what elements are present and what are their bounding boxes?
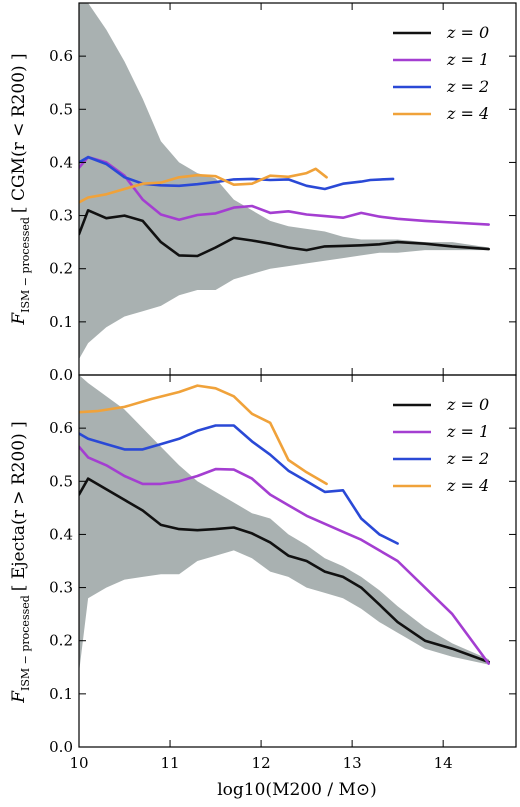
legend-label: z = 0 xyxy=(446,395,489,414)
plot-area xyxy=(79,3,491,360)
y-axis-label: FISM − processed[ Ejecta(r > R200) ] xyxy=(9,421,32,704)
y-tick-label: 0.5 xyxy=(49,100,73,118)
legend-label: z = 1 xyxy=(446,50,489,69)
scatter-band xyxy=(79,375,489,673)
series-line-z1 xyxy=(79,445,491,665)
legend-label: z = 2 xyxy=(446,77,489,96)
x-tick-label: 12 xyxy=(252,754,271,772)
y-tick-label: 0.2 xyxy=(49,260,73,278)
x-tick-label: 13 xyxy=(343,754,362,772)
axes-frame xyxy=(78,374,517,748)
plot-area xyxy=(79,375,491,673)
y-tick-label: 0.3 xyxy=(49,579,73,597)
legend-label: z = 4 xyxy=(446,476,489,495)
y-tick-label: 0.1 xyxy=(49,685,73,703)
x-tick-label: 11 xyxy=(160,754,179,772)
x-axis-label: log10(M200 / M⊙) xyxy=(217,780,377,800)
y-tick-label: 0.1 xyxy=(49,313,73,331)
y-tick-label: 0.3 xyxy=(49,207,73,225)
series-line-z0 xyxy=(79,477,491,664)
y-tick-label: 0.6 xyxy=(49,47,73,65)
series-line-z2 xyxy=(79,155,395,191)
y-tick-label: 0.5 xyxy=(49,472,73,490)
legend-label: z = 0 xyxy=(446,23,489,42)
y-tick-label: 0.4 xyxy=(49,525,73,543)
y-tick-label: 0.2 xyxy=(49,632,73,650)
y-axis-label: FISM − processed[ CGM(r < R200) ] xyxy=(9,53,32,325)
bottom-panel: 0.0 0.1 0.2 0.3 0.4 0.5 0.6 10 11 12 13 14 FISM − pr… xyxy=(9,374,517,772)
series-line-z0 xyxy=(79,209,491,258)
series-line-z4 xyxy=(79,167,328,204)
x-tick-label: 14 xyxy=(434,754,453,772)
scatter-band xyxy=(79,3,489,360)
y-tick-label: 0.0 xyxy=(49,738,73,756)
legend: z = 0 z = 1 z = 2 z = 4 xyxy=(393,23,489,123)
x-tick-label: 10 xyxy=(69,754,88,772)
legend-label: z = 1 xyxy=(446,422,489,441)
legend-label: z = 4 xyxy=(446,104,489,123)
y-tick-label: 0.0 xyxy=(49,366,73,384)
series-line-z4 xyxy=(79,384,328,486)
legend-label: z = 2 xyxy=(446,449,489,468)
y-tick-label: 0.6 xyxy=(49,419,73,437)
series-line-z2 xyxy=(79,424,399,545)
top-panel: 0.1 0.2 0.3 0.4 0.5 0.6 0.0 FISM − processed[ C… xyxy=(9,2,517,384)
legend: z = 0 z = 1 z = 2 z = 4 xyxy=(393,395,489,495)
y-tick-label: 0.4 xyxy=(49,153,73,171)
